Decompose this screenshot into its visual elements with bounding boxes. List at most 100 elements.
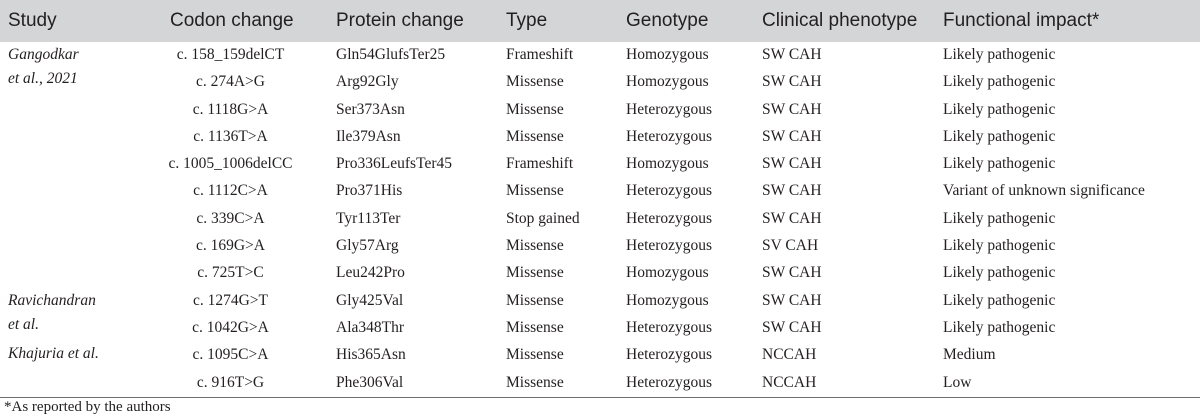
protein-change-cell: Gly57Arg (336, 237, 399, 255)
codon-change-cell: c. 725T>C (197, 264, 264, 282)
protein-change-cell: Gln54GlufsTer25 (336, 46, 446, 63)
genotype-cell: Heterozygous (626, 100, 713, 118)
codon-change-cell: c. 1274G>T (192, 291, 269, 309)
type-cell: Missense (506, 373, 564, 391)
type-cell: Missense (506, 291, 564, 309)
genotype-cell: Heterozygous (626, 127, 713, 145)
protein-change-cell: His365Asn (336, 346, 406, 364)
table-row: c. 1118G>A Ser373Asn Missense Heterozygous S… (0, 97, 1200, 124)
type-cell: Missense (506, 100, 564, 118)
clinical-phenotype-cell: NCCAH (762, 373, 817, 391)
functional-impact-cell: Likely pathogenic (943, 127, 1056, 145)
table-row: c. 169G>A Gly57Arg Missense Heterozygous SV … (0, 233, 1200, 260)
protein-change-cell: Pro336LeufsTer45 (336, 155, 453, 173)
study-khajuria: Khajuria et al. (8, 345, 99, 362)
genotype-cell: Heterozygous (626, 209, 713, 227)
table-footnote: *As reported by the authors (4, 399, 171, 415)
protein-change-cell: Ala348Thr (336, 318, 405, 336)
codon-change-cell: c. 1118G>A (192, 100, 269, 118)
clinical-phenotype-cell: SW CAH (762, 318, 822, 336)
protein-change-cell: Tyr113Ter (336, 209, 401, 227)
table-header-row: Study Codon change Protein change Type G… (0, 0, 1200, 42)
clinical-phenotype-cell: SW CAH (762, 46, 822, 63)
type-cell: Frameshift (506, 155, 574, 173)
clinical-phenotype-cell: NCCAH (762, 346, 817, 364)
functional-impact-cell: Likely pathogenic (943, 318, 1056, 336)
clinical-phenotype-cell: SW CAH (762, 127, 822, 145)
genotype-cell: Heterozygous (626, 318, 713, 336)
table-row: c. 339C>A Tyr113Ter Stop gained Heterozygou… (0, 206, 1200, 233)
clinical-phenotype-cell: SW CAH (762, 209, 822, 227)
header-study: Study (8, 10, 57, 31)
protein-change-cell: Arg92Gly (336, 73, 399, 91)
clinical-phenotype-cell: SW CAH (762, 73, 822, 91)
clinical-phenotype-cell: SW CAH (762, 182, 822, 200)
codon-change-cell: c. 158_159delCT (176, 46, 285, 63)
codon-change-cell: c. 169G>A (195, 237, 265, 255)
clinical-phenotype-cell: SW CAH (762, 264, 822, 282)
header-clinical-phenotype: Clinical phenotype (762, 10, 918, 31)
header-functional-impact: Functional impact* (943, 10, 1100, 31)
table-row: c. 274A>G Arg92Gly Missense Homozygous SW CA… (0, 69, 1200, 96)
table-row: c. 725T>C Leu242Pro Missense Homozygous SW C… (0, 260, 1200, 287)
codon-change-cell: c. 274A>G (195, 73, 265, 91)
header-protein-change: Protein change (336, 10, 464, 31)
header-type: Type (506, 10, 548, 31)
functional-impact-cell: Medium (943, 346, 996, 364)
functional-impact-cell: Low (943, 373, 972, 391)
genotype-cell: Homozygous (626, 155, 709, 173)
type-cell: Missense (506, 264, 564, 282)
table-row: c. 158_159delCT Gln54GlufsTer25 Frameshift… (0, 42, 1200, 69)
table-row: c. 1005_1006delCC Pro336LeufsTer45 Framesh… (0, 151, 1200, 178)
codon-change-cell: c. 1112C>A (193, 182, 268, 200)
study-ravichandran-line2: et al. (8, 316, 39, 333)
table-row: c. 1274G>T Gly425Val Missense Homozygous SW … (0, 288, 1200, 315)
table-row: c. 916T>G Phe306Val Missense Heterozygous NC… (0, 370, 1200, 397)
study-gangodkar-line1: Gangodkar (8, 46, 79, 63)
codon-change-cell: c. 339C>A (196, 209, 265, 227)
functional-impact-cell: Likely pathogenic (943, 209, 1056, 227)
type-cell: Missense (506, 318, 564, 336)
table-row: c. 1112C>A Pro371His Missense Heterozygous S… (0, 178, 1200, 205)
codon-change-cell: c. 1136T>A (193, 127, 268, 145)
genotype-cell: Homozygous (626, 291, 709, 309)
genotype-cell: Homozygous (626, 46, 709, 63)
genotype-cell: Heterozygous (626, 373, 713, 391)
type-cell: Missense (506, 182, 564, 200)
type-cell: Missense (506, 127, 564, 145)
header-genotype: Genotype (626, 10, 709, 31)
functional-impact-cell: Likely pathogenic (943, 237, 1056, 255)
table-row: c. 1136T>A Ile379Asn Missense Heterozygous S… (0, 124, 1200, 151)
genotype-cell: Heterozygous (626, 182, 713, 200)
clinical-phenotype-cell: SW CAH (762, 291, 822, 309)
study-ravichandran-line1: Ravichandran (8, 292, 96, 309)
functional-impact-cell: Variant of unknown significance (943, 182, 1145, 200)
study-gangodkar-line2: et al., 2021 (8, 70, 78, 87)
genotype-cell: Heterozygous (626, 346, 713, 364)
type-cell: Missense (506, 73, 564, 91)
functional-impact-cell: Likely pathogenic (943, 155, 1056, 173)
type-cell: Frameshift (506, 46, 574, 63)
functional-impact-cell: Likely pathogenic (943, 100, 1056, 118)
functional-impact-cell: Likely pathogenic (943, 73, 1056, 91)
table-body: Gangodkar et al., 2021 Ravichandran et a… (0, 42, 1200, 397)
type-cell: Stop gained (506, 209, 580, 227)
clinical-phenotype-cell: SW CAH (762, 100, 822, 118)
clinical-phenotype-cell: SW CAH (762, 155, 822, 173)
header-codon-change: Codon change (170, 10, 294, 31)
functional-impact-cell: Likely pathogenic (943, 46, 1056, 63)
protein-change-cell: Phe306Val (336, 373, 404, 391)
protein-change-cell: Gly425Val (336, 291, 404, 309)
table-row: c. 1095C>A His365Asn Missense Heterozygous N… (0, 342, 1200, 369)
clinical-phenotype-cell: SV CAH (762, 237, 819, 255)
protein-change-cell: Leu242Pro (336, 264, 405, 282)
protein-change-cell: Ser373Asn (336, 100, 405, 118)
functional-impact-cell: Likely pathogenic (943, 264, 1056, 282)
protein-change-cell: Pro371His (336, 182, 403, 200)
genotype-cell: Homozygous (626, 264, 709, 282)
codon-change-cell: c. 1042G>A (192, 318, 269, 336)
codon-change-cell: c. 1005_1006delCC (168, 155, 293, 173)
table-bottom-rule (0, 397, 1200, 398)
codon-change-cell: c. 1095C>A (192, 346, 269, 364)
